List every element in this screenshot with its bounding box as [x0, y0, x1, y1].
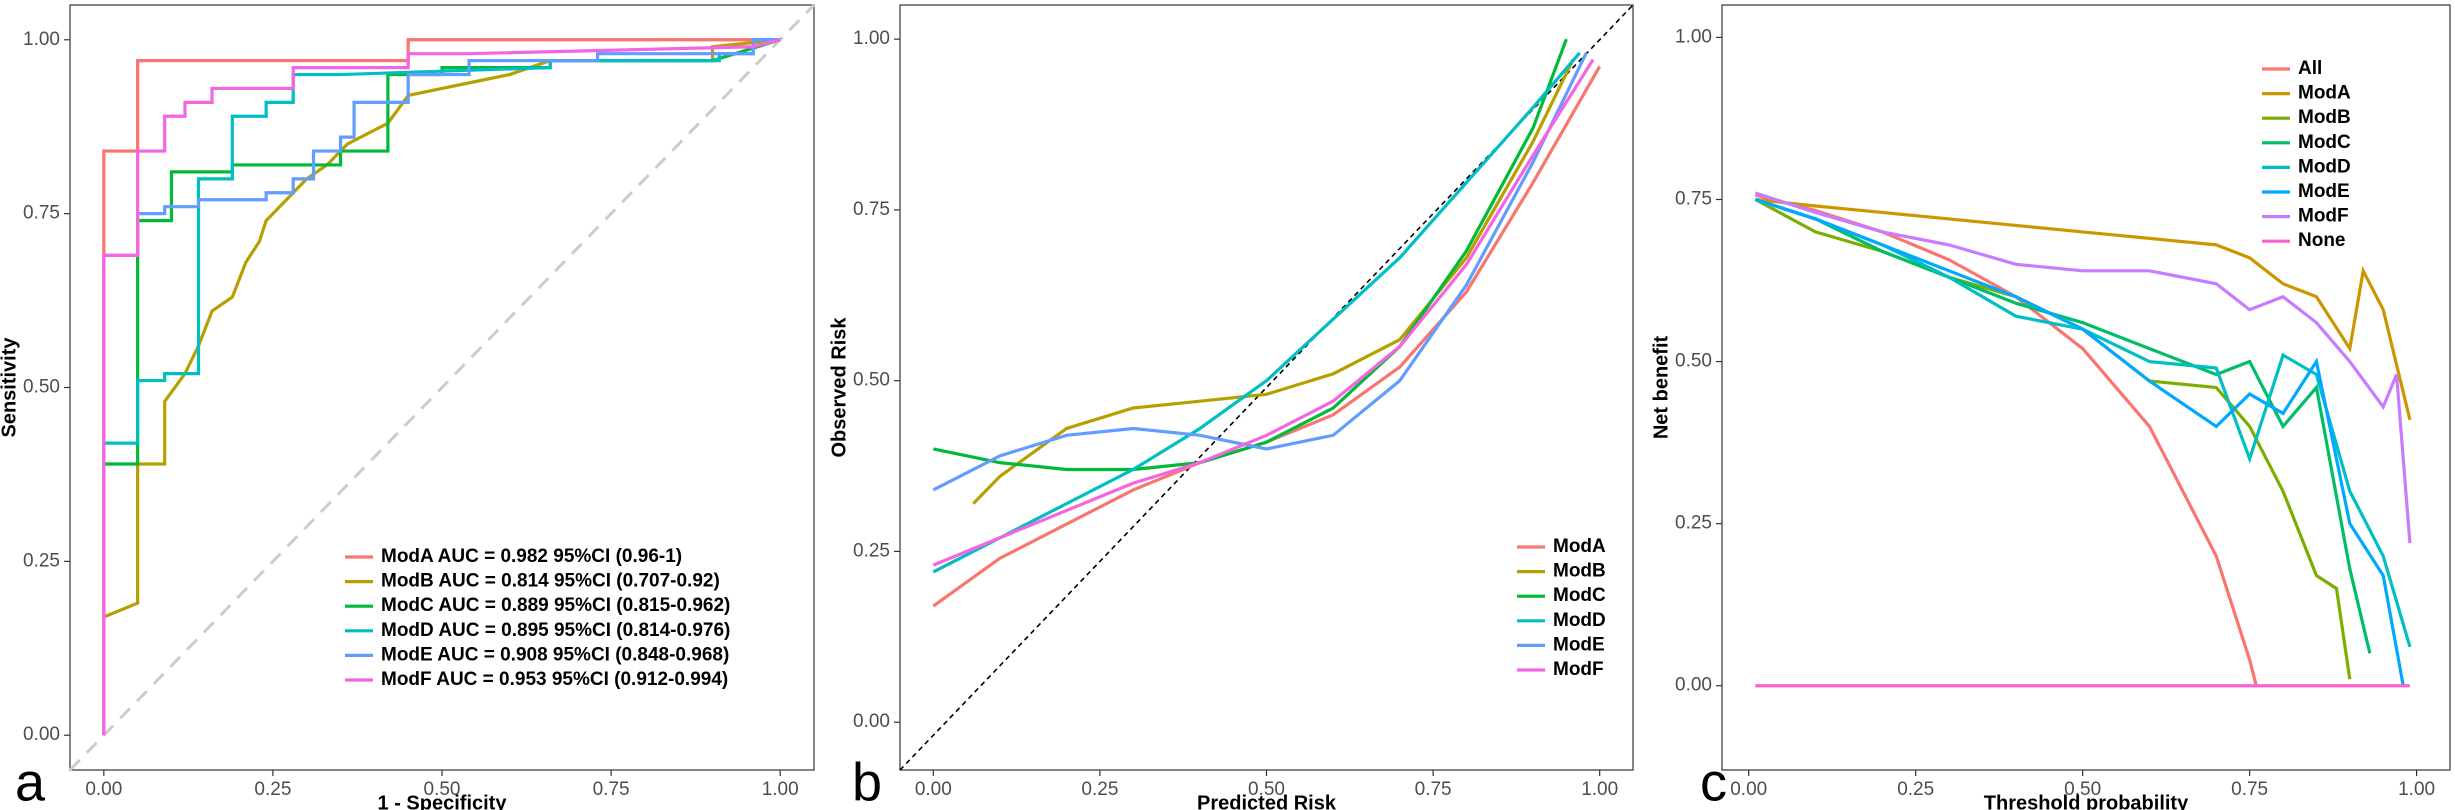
series-line	[103, 38, 781, 445]
x-tick-label: 0.00	[915, 779, 952, 800]
x-axis-title: 1 - Specificity	[378, 792, 508, 810]
series-line	[1754, 193, 2258, 687]
x-tick-label: 1.00	[1581, 779, 1618, 800]
y-tick-label: 0.50	[1675, 351, 1712, 372]
y-tick-label: 0.75	[853, 199, 890, 220]
series-line	[102, 38, 781, 736]
series-line	[1754, 197, 2405, 687]
series-line	[1754, 197, 2412, 648]
series-line	[1755, 197, 2412, 421]
y-tick-label: 0.25	[23, 550, 60, 571]
legend-label: ModA AUC = 0.982 95%CI (0.96-1)	[381, 546, 682, 567]
x-tick-label: 1.00	[762, 779, 799, 800]
legend-label: ModB	[2298, 107, 2351, 128]
x-tick-label: 0.50	[424, 779, 461, 800]
legend-label: ModC AUC = 0.889 95%CI (0.815-0.962)	[381, 595, 730, 616]
y-tick-label: 0.00	[23, 724, 60, 745]
y-tick-label: 0.50	[23, 377, 60, 398]
y-axis-title: Sensitivity	[0, 337, 20, 438]
series-line	[972, 58, 1575, 505]
series-line	[1754, 198, 2352, 680]
y-tick-label: 1.00	[1675, 26, 1712, 47]
series-line	[1754, 191, 2412, 544]
legend-label: ModB	[1553, 561, 1606, 582]
x-tick-label: 0.50	[2064, 779, 2101, 800]
x-tick-label: 1.00	[2398, 779, 2435, 800]
legend-label: ModE	[1553, 634, 1605, 655]
series-line	[932, 51, 1581, 574]
legend-label: None	[2298, 230, 2346, 251]
y-tick-label: 0.75	[1675, 189, 1712, 210]
y-axis-title: Observed Risk	[828, 317, 850, 458]
x-tick-label: 0.25	[1081, 779, 1118, 800]
legend-label: ModE AUC = 0.908 95%CI (0.848-0.968)	[381, 644, 729, 665]
y-tick-label: 0.00	[853, 711, 890, 732]
x-tick-label: 0.75	[593, 779, 630, 800]
y-tick-label: 1.00	[853, 28, 890, 49]
panel-label: b	[852, 752, 882, 810]
y-tick-label: 0.25	[853, 540, 890, 561]
reference-line	[68, 3, 816, 772]
legend-label: ModA	[1553, 536, 1606, 557]
series-line	[103, 38, 781, 257]
x-tick-label: 0.25	[254, 779, 291, 800]
series-line	[932, 38, 1568, 472]
series-line	[103, 38, 781, 619]
series-line	[932, 52, 1588, 492]
y-tick-label: 0.00	[1675, 675, 1712, 696]
x-axis-title: Threshold probability	[1984, 792, 2189, 810]
legend-label: ModF	[2298, 206, 2349, 227]
y-tick-label: 1.00	[23, 29, 60, 50]
series-line	[102, 38, 781, 736]
legend-label: ModD	[1553, 610, 1606, 631]
legend-label: ModD	[2298, 156, 2351, 177]
y-tick-label: 0.75	[23, 203, 60, 224]
legend-label: ModA	[2298, 83, 2351, 104]
x-tick-label: 0.75	[2231, 779, 2268, 800]
legend-label: All	[2298, 58, 2322, 79]
legend-label: ModC	[2298, 132, 2351, 153]
x-tick-label: 0.50	[1248, 779, 1285, 800]
panel-label: a	[15, 752, 46, 810]
series-line	[1754, 197, 2372, 654]
x-tick-label: 0.25	[1897, 779, 1934, 800]
panel-label: c	[1700, 752, 1727, 810]
series-line	[932, 58, 1595, 567]
legend-label: ModC	[1553, 585, 1606, 606]
x-axis-title: Predicted Risk	[1197, 792, 1337, 810]
y-tick-label: 0.50	[853, 370, 890, 391]
y-axis-title: Net benefit	[1650, 335, 1672, 439]
x-tick-label: 0.00	[1730, 779, 1767, 800]
legend-label: ModB AUC = 0.814 95%CI (0.707-0.92)	[381, 571, 720, 592]
legend-label: ModF AUC = 0.953 95%CI (0.912-0.994)	[381, 669, 728, 690]
legend-label: ModF	[1553, 659, 1604, 680]
y-tick-label: 0.25	[1675, 513, 1712, 534]
legend-label: ModD AUC = 0.895 95%CI (0.814-0.976)	[381, 620, 730, 641]
plot-frame	[1721, 4, 2451, 771]
x-tick-label: 0.00	[85, 779, 122, 800]
x-tick-label: 0.75	[1415, 779, 1452, 800]
legend-label: ModE	[2298, 181, 2350, 202]
